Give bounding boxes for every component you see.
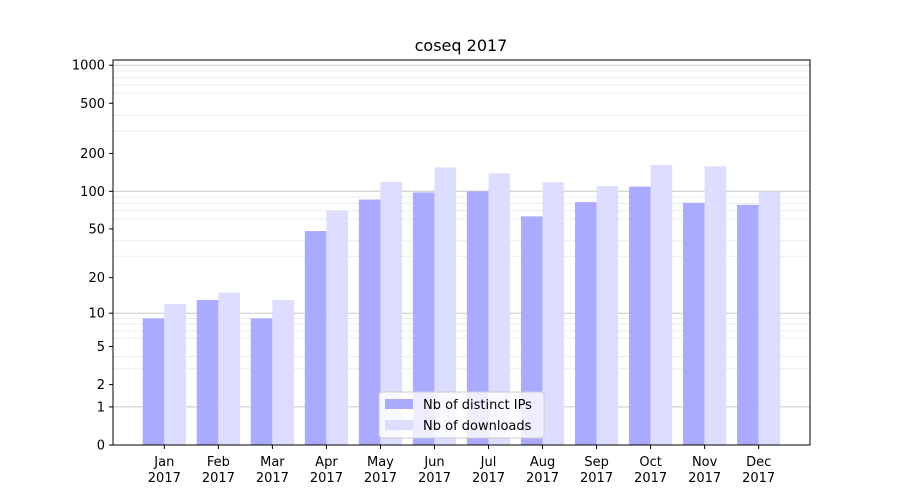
y-tick-label: 200 [80,147,105,162]
bar-distinct-ips [737,204,759,445]
x-tick-label-month: Nov [692,455,718,470]
x-tick-label-year: 2017 [202,471,235,486]
legend-swatch [385,399,413,409]
x-tick-label-year: 2017 [256,471,289,486]
plot-area-frame [112,59,811,446]
bar-distinct-ips [196,299,219,445]
y-tick-label: 50 [88,222,105,237]
x-tick-label-month: Jul [480,455,497,470]
bar-distinct-ips [142,318,165,445]
bar-downloads [380,181,403,446]
y-tick-label: 0 [97,439,105,454]
bar-distinct-ips [683,202,705,445]
bar-distinct-ips [574,202,597,445]
x-tick-label-year: 2017 [148,471,181,486]
bar-downloads [596,186,619,446]
bar-distinct-ips [412,192,435,445]
bar-downloads [272,299,295,445]
x-tick-label-year: 2017 [310,471,343,486]
x-tick-label-month: Sep [584,455,609,470]
x-tick-label-month: Aug [530,455,555,470]
bar-distinct-ips [358,199,381,445]
bar-downloads [434,167,457,445]
x-tick-label-year: 2017 [526,471,559,486]
bar-downloads [164,304,186,445]
x-tick-label-month: Dec [746,455,771,470]
y-tick-label: 5 [97,340,105,355]
y-tick-label: 20 [88,271,105,286]
y-axis: 0 1 2 5 10 20 50 100 200 500 1000 [72,59,113,454]
y-tick-label: 100 [80,185,105,200]
legend-box [378,391,545,439]
x-tick-label-year: 2017 [742,471,775,486]
bar-distinct-ips [304,231,327,445]
bar-downloads [218,292,240,445]
x-axis: Jan2017Feb2017Mar2017Apr2017May2017Jun20… [148,445,775,486]
chart-title: coseq 2017 [415,36,508,55]
bars [142,165,781,446]
x-tick-label-year: 2017 [688,471,721,486]
bar-distinct-ips [520,216,543,445]
bar-distinct-ips [466,191,489,445]
bar-downloads [326,210,349,445]
legend-label: Nb of downloads [423,419,532,434]
x-tick-label-year: 2017 [634,471,667,486]
x-tick-label-month: Oct [639,455,661,470]
x-tick-label-year: 2017 [472,471,505,486]
x-tick-label-month: May [367,455,394,470]
bar-distinct-ips [250,318,273,445]
x-tick-label-month: Jan [153,455,174,470]
y-tick-label: 1000 [72,59,105,74]
bar-downloads [758,191,781,445]
bar-downloads [488,173,511,445]
legend: Nb of distinct IPs Nb of downloads [378,391,545,439]
y-tick-label: 500 [80,97,105,112]
x-tick-label-month: Jun [423,455,444,470]
bar-downloads [650,165,673,446]
bar-distinct-ips [628,186,651,445]
x-tick-label-year: 2017 [580,471,613,486]
y-tick-label: 2 [97,378,105,393]
y-tick-label: 10 [88,307,105,322]
y-tick-label: 1 [97,400,105,415]
x-tick-label-year: 2017 [418,471,451,486]
legend-swatch [385,420,413,430]
bar-downloads [542,182,565,445]
x-tick-label-year: 2017 [364,471,397,486]
x-tick-label-month: Apr [315,455,338,470]
x-tick-label-month: Mar [260,455,285,470]
bar-downloads [704,166,727,445]
legend-label: Nb of distinct IPs [423,398,532,413]
x-tick-label-month: Feb [207,455,230,470]
